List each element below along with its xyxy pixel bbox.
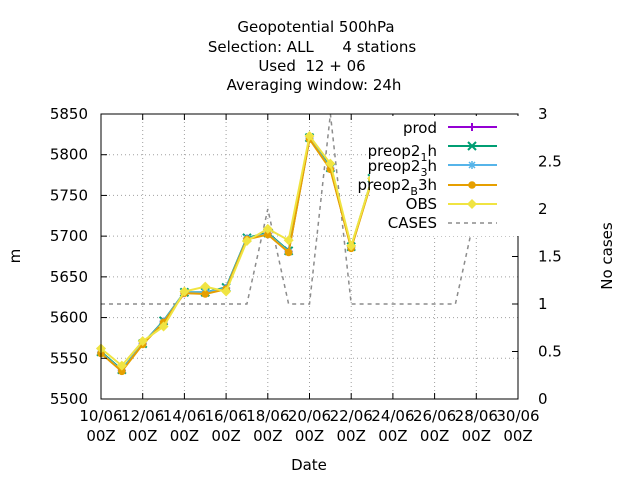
x-tick-label-date: 18/06 xyxy=(246,407,289,425)
y-tick-label: 5500 xyxy=(50,390,88,408)
legend-marker-preop2-3h xyxy=(468,161,476,169)
y2-tick-label: 1 xyxy=(538,295,548,313)
legend-label-preop2-3h: preop23h xyxy=(368,157,437,179)
data-point-obs xyxy=(179,286,190,297)
data-point-preop2-b-3h xyxy=(201,290,210,298)
x-axis-label: Date xyxy=(291,456,327,474)
y-tick-label: 5750 xyxy=(50,186,88,204)
legend-label-prod: prod xyxy=(403,119,437,137)
y-tick-label: 5800 xyxy=(50,146,88,164)
y-tick-label: 5850 xyxy=(50,105,88,123)
x-tick-label-date: 14/06 xyxy=(163,407,206,425)
title-line-2: Selection: ALL 4 stations xyxy=(208,38,416,56)
data-point-obs xyxy=(304,130,315,141)
x-tick-label-date: 28/06 xyxy=(455,407,498,425)
data-point-obs xyxy=(325,158,336,169)
plot-frame xyxy=(100,113,519,400)
data-point-obs xyxy=(221,286,232,297)
y-axis-label: m xyxy=(6,249,24,264)
legend-marker-obs xyxy=(467,199,477,209)
x-tick-label-time: 00Z xyxy=(211,427,240,445)
x-tick-label-time: 00Z xyxy=(462,427,491,445)
x-tick-label-time: 00Z xyxy=(503,427,532,445)
legend-marker-preop2-1h xyxy=(467,141,477,151)
x-tick-label-date: 24/06 xyxy=(371,407,414,425)
x-tick-label-date: 16/06 xyxy=(204,407,247,425)
x-tick-label-time: 00Z xyxy=(420,427,449,445)
legend-marker-prod xyxy=(468,123,476,131)
legend-samples xyxy=(448,123,497,224)
legend-marker-preop2-b-3h xyxy=(468,181,476,189)
x-tick-label-time: 00Z xyxy=(295,427,324,445)
data-point-obs xyxy=(158,321,169,332)
axes: 10/06 00Z 12/06 00Z 14/06 00Z 16/06 00Z 18/06 00Z… xyxy=(50,105,562,445)
legend-label-preop2-b-3h: preop2B3h xyxy=(358,176,437,198)
x-tick-label-time: 00Z xyxy=(337,427,366,445)
y2-tick-label: 3 xyxy=(538,105,548,123)
chart-title: Geopotential 500hPa Selection: ALL 4 sta… xyxy=(208,18,416,94)
x-tick-label-date: 26/06 xyxy=(413,407,456,425)
title-line-3: Used 12 + 06 xyxy=(258,57,365,75)
data-point-obs xyxy=(262,223,273,234)
x-tick-label-date: 30/06 xyxy=(496,407,539,425)
y-tick-label: 5550 xyxy=(50,349,88,367)
x-tick-label-time: 00Z xyxy=(378,427,407,445)
x-tick-label-time: 00Z xyxy=(86,427,115,445)
data-point-obs xyxy=(200,281,211,292)
x-tick-label-time: 00Z xyxy=(253,427,282,445)
data-point-obs xyxy=(241,236,252,247)
y-tick-label: 5700 xyxy=(50,227,88,245)
y-tick-label: 5650 xyxy=(50,268,88,286)
legend-label-cases: CASES xyxy=(388,214,437,232)
y2-axis-label: No cases xyxy=(598,222,616,290)
x-tick-label-date: 22/06 xyxy=(330,407,373,425)
data-point-obs xyxy=(283,235,294,246)
legend-background xyxy=(370,116,520,236)
data-point-preop2-b-3h xyxy=(284,248,293,257)
y-tick-label: 5600 xyxy=(50,309,88,327)
data-point-obs xyxy=(116,360,127,371)
legend: prod preop21h preop23h preop2B3h OBS CAS… xyxy=(358,116,520,236)
x-tick-label-time: 00Z xyxy=(170,427,199,445)
y2-tick-label: 2 xyxy=(538,200,548,218)
data-point-obs xyxy=(137,336,148,347)
y2-tick-label: 1.5 xyxy=(538,248,562,266)
series-line-cases xyxy=(101,113,508,305)
legend-label-preop2-1h: preop21h xyxy=(368,142,437,164)
data-point-obs xyxy=(346,240,357,251)
y2-tick-label: 0 xyxy=(538,390,548,408)
x-tick-label-date: 20/06 xyxy=(288,407,331,425)
y2-tick-label: 2.5 xyxy=(538,153,562,171)
x-tick-label-date: 10/06 xyxy=(79,407,122,425)
x-tick-label-time: 00Z xyxy=(128,427,157,445)
legend-label-obs: OBS xyxy=(406,195,437,213)
x-tick-label-date: 12/06 xyxy=(121,407,164,425)
title-line-1: Geopotential 500hPa xyxy=(237,18,394,36)
y2-tick-label: 0.5 xyxy=(538,343,562,361)
data-point-preop2-b-3h xyxy=(264,230,272,239)
data-point-preop2-b-3h xyxy=(118,367,126,376)
title-line-4: Averaging window: 24h xyxy=(227,76,402,94)
